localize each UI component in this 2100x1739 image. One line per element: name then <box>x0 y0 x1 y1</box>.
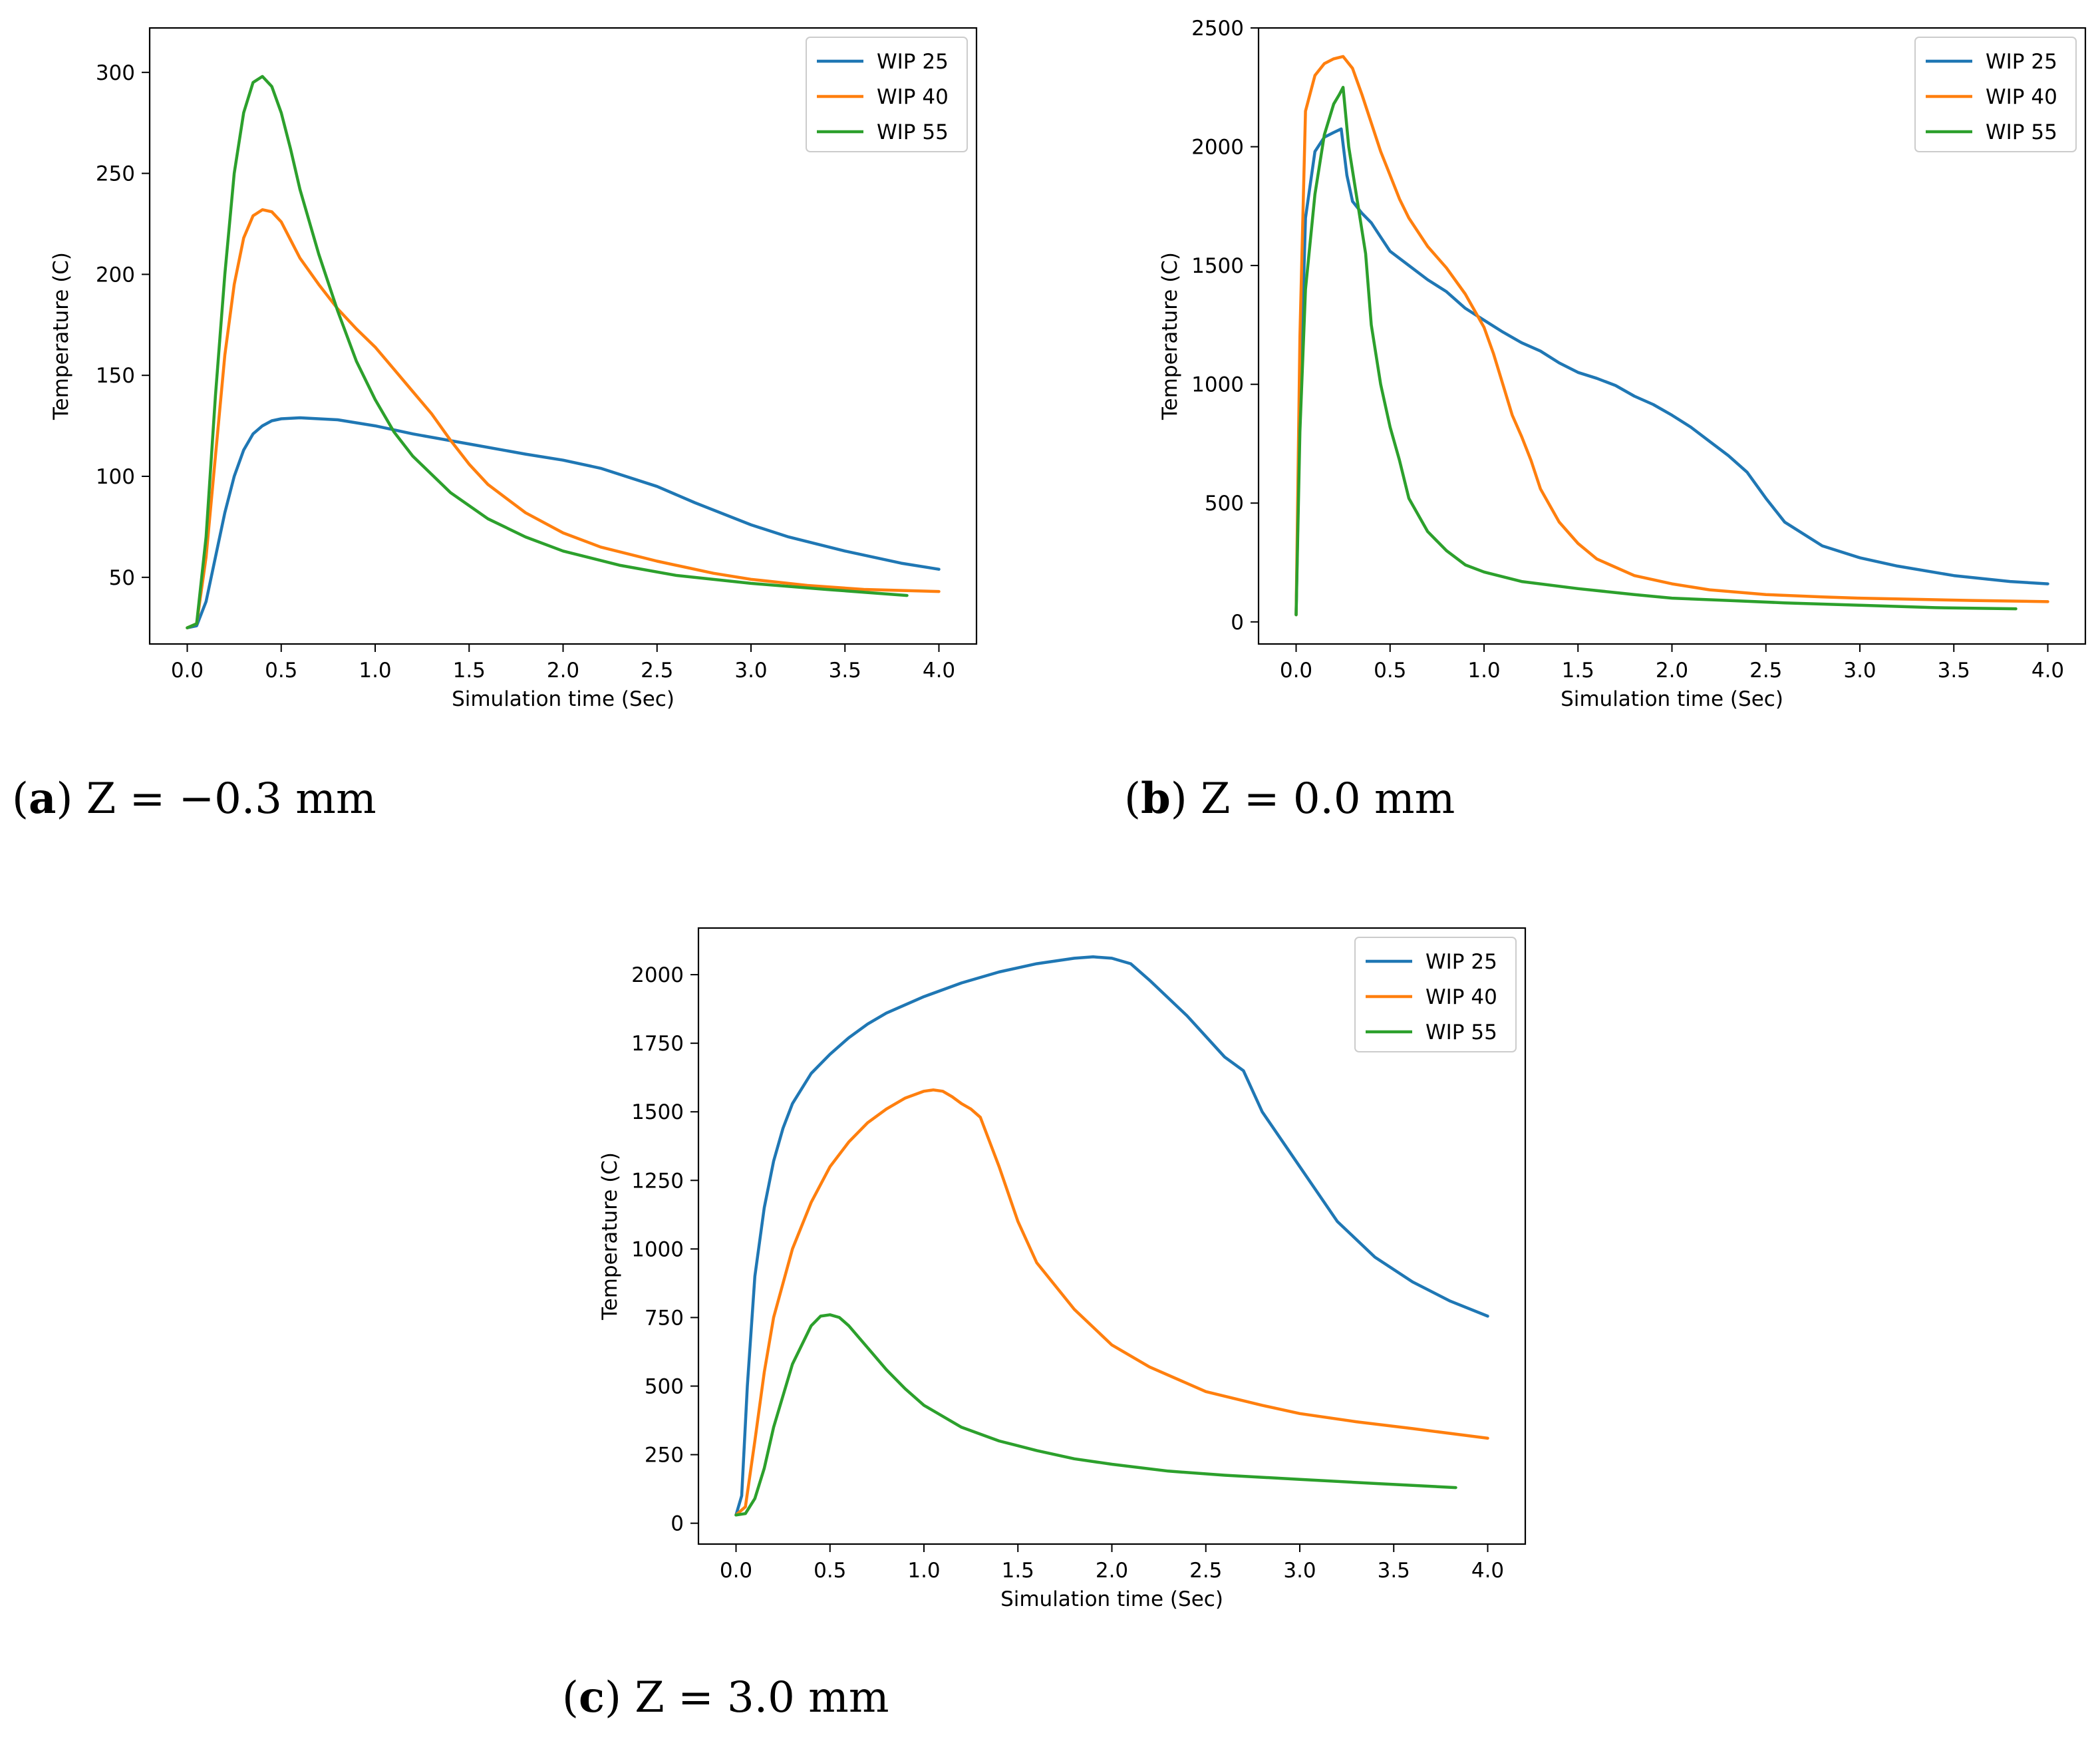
x-tick-label: 2.5 <box>641 659 673 683</box>
x-tick-label: 2.0 <box>1656 659 1688 683</box>
y-tick-label: 200 <box>96 263 135 287</box>
x-tick-label: 0.0 <box>720 1559 752 1583</box>
y-tick-label: 250 <box>645 1444 684 1468</box>
x-tick-label: 3.5 <box>829 659 861 683</box>
x-tick-label: 1.5 <box>1562 659 1594 683</box>
legend-entry: WIP 25 <box>1986 50 2057 74</box>
caption-b-open: ( <box>1124 774 1141 824</box>
legend-entry: WIP 55 <box>877 120 949 144</box>
y-axis-label: Temperature (C) <box>598 1152 622 1321</box>
legend-box <box>1914 37 2077 152</box>
y-tick-label: 500 <box>1205 492 1244 516</box>
x-tick-label: 1.5 <box>1002 1559 1034 1583</box>
y-tick-label: 2000 <box>631 963 684 987</box>
y-axis-label: Temperature (C) <box>49 252 73 420</box>
legend-entry: WIP 40 <box>877 85 949 109</box>
y-tick-label: 1000 <box>1191 373 1244 397</box>
y-axis-label: Temperature (C) <box>1158 252 1182 420</box>
caption-a: (a) Z = −0.3 mm <box>12 774 376 824</box>
legend-box <box>1354 937 1517 1052</box>
caption-c-label: c <box>579 1672 605 1722</box>
y-tick-label: 0 <box>671 1512 684 1536</box>
caption-c-close: ) <box>605 1673 635 1722</box>
x-tick-label: 3.0 <box>734 659 767 683</box>
legend-entry: WIP 55 <box>1425 1021 1497 1044</box>
y-tick-label: 1500 <box>631 1100 684 1124</box>
y-tick-label: 1750 <box>631 1032 684 1056</box>
series-line-wip-25 <box>186 416 941 629</box>
x-tick-label: 3.0 <box>1843 659 1876 683</box>
x-tick-label: 0.5 <box>814 1559 846 1583</box>
caption-a-text: Z = −0.3 mm <box>86 774 376 824</box>
x-tick-label: 4.0 <box>2031 659 2064 683</box>
x-tick-label: 3.0 <box>1283 1559 1316 1583</box>
y-tick-label: 1250 <box>631 1169 684 1193</box>
x-tick-label: 0.5 <box>1374 659 1406 683</box>
series-line-wip-40 <box>734 1088 1489 1517</box>
x-tick-label: 1.0 <box>1467 659 1500 683</box>
y-tick-label: 500 <box>645 1375 684 1399</box>
x-tick-label: 3.5 <box>1938 659 1970 683</box>
caption-b: (b) Z = 0.0 mm <box>1124 774 1455 824</box>
x-axis-label: Simulation time (Sec) <box>1561 687 1783 711</box>
y-tick-label: 750 <box>645 1306 684 1330</box>
y-tick-label: 300 <box>96 61 135 85</box>
series-line-wip-55 <box>734 1313 1457 1517</box>
y-tick-label: 250 <box>96 162 135 186</box>
y-tick-label: 2000 <box>1191 136 1244 160</box>
y-tick-label: 50 <box>109 566 135 590</box>
caption-c-text: Z = 3.0 mm <box>635 1673 889 1722</box>
y-tick-label: 100 <box>96 465 135 489</box>
x-axis-label: Simulation time (Sec) <box>452 687 675 711</box>
x-tick-label: 0.5 <box>265 659 297 683</box>
x-tick-label: 0.0 <box>171 659 204 683</box>
caption-b-text: Z = 0.0 mm <box>1201 774 1455 824</box>
x-tick-label: 4.0 <box>923 659 955 683</box>
x-tick-label: 2.0 <box>1096 1559 1128 1583</box>
series-line-wip-25 <box>734 955 1489 1517</box>
chart-panel-c: 0.0 0.5 1.0 1.5 2.0 2.5 3.0 3.5 4.0 0 250 500 750 100… <box>598 927 1527 1611</box>
y-tick-label: 0 <box>1231 611 1244 635</box>
chart-panel-b: 0.0 0.5 1.0 1.5 2.0 2.5 3.0 3.5 4.0 0 500 1000 1500 2… <box>1158 17 2087 711</box>
series-line-wip-40 <box>186 208 941 629</box>
caption-c-open: ( <box>562 1673 579 1722</box>
caption-b-label: b <box>1141 774 1171 824</box>
x-tick-label: 4.0 <box>1471 1559 1504 1583</box>
legend-entry: WIP 40 <box>1986 85 2057 109</box>
caption-c: (c) Z = 3.0 mm <box>562 1672 889 1722</box>
y-tick-label: 150 <box>96 364 135 388</box>
series-line-wip-40 <box>1294 55 2049 617</box>
x-tick-label: 2.0 <box>547 659 579 683</box>
y-tick-label: 1500 <box>1191 254 1244 278</box>
x-axis-label: Simulation time (Sec) <box>1000 1587 1223 1611</box>
chart-panel-a: 0.0 0.5 1.0 1.5 2.0 2.5 3.0 3.5 4.0 50 100 150 200 25… <box>49 27 978 711</box>
series-line-wip-55 <box>186 75 909 629</box>
y-tick-label: 1000 <box>631 1237 684 1261</box>
caption-a-label: a <box>29 774 56 824</box>
legend-entry: WIP 55 <box>1986 120 2057 144</box>
y-tick-label: 2500 <box>1191 17 1244 41</box>
x-tick-label: 3.5 <box>1378 1559 1410 1583</box>
caption-a-close: ) <box>56 774 86 824</box>
legend-entry: WIP 25 <box>1425 950 1497 974</box>
x-tick-label: 0.0 <box>1280 659 1312 683</box>
legend-entry: WIP 40 <box>1425 985 1497 1009</box>
x-tick-label: 1.0 <box>359 659 391 683</box>
x-tick-label: 2.5 <box>1189 1559 1222 1583</box>
legend-box <box>806 37 968 152</box>
caption-a-open: ( <box>12 774 29 824</box>
series-line-wip-55 <box>1294 86 2018 617</box>
x-tick-label: 2.5 <box>1749 659 1782 683</box>
x-tick-label: 1.0 <box>907 1559 940 1583</box>
legend-entry: WIP 25 <box>877 50 949 74</box>
series-line-wip-25 <box>1294 127 2049 617</box>
caption-b-close: ) <box>1171 774 1201 824</box>
x-tick-label: 1.5 <box>453 659 486 683</box>
